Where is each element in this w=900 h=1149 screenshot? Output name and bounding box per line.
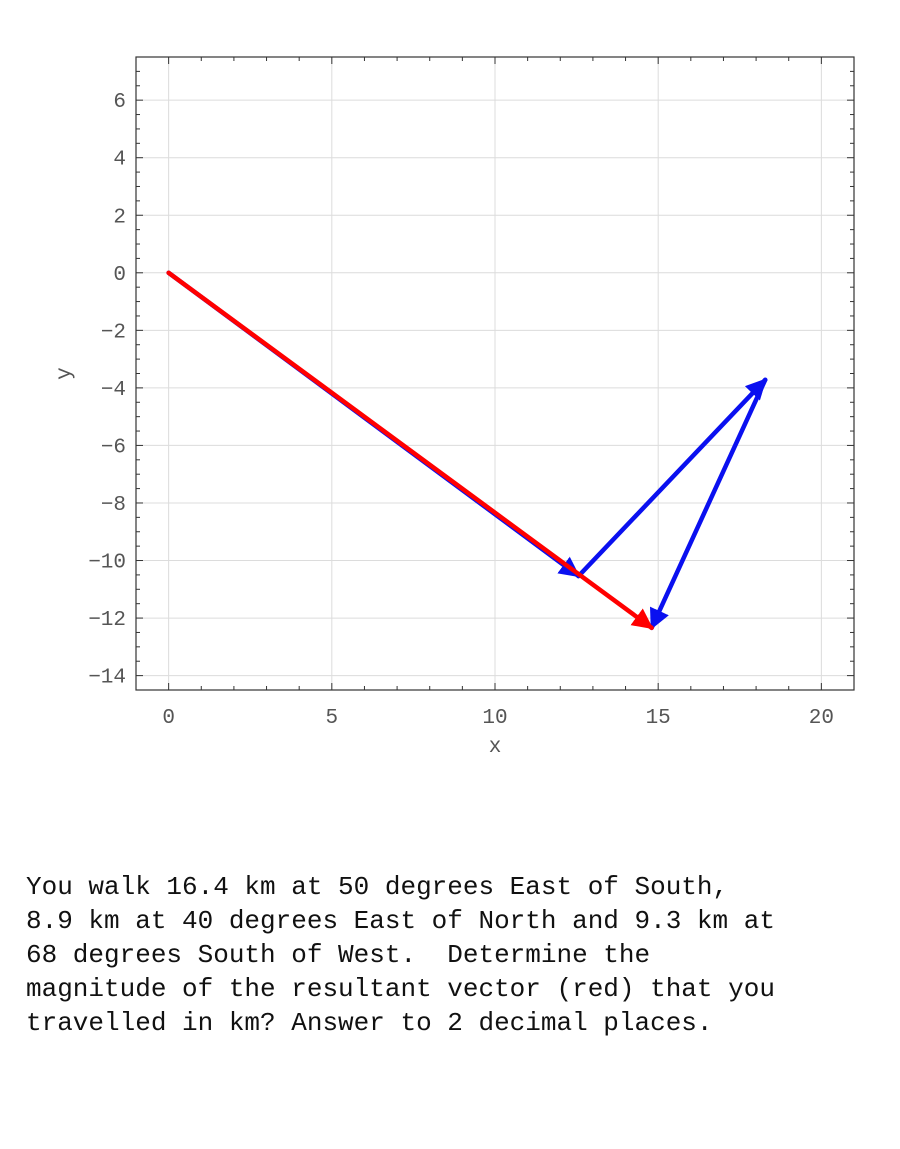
x-axis-label: x [489, 736, 502, 759]
question-line: 8.9 km at 40 degrees East of North and 9… [26, 906, 775, 936]
y-tick-label: −8 [101, 494, 126, 517]
resultant-vector [166, 270, 654, 631]
y-tick-label: −14 [88, 667, 126, 690]
y-tick-label: 6 [113, 91, 126, 114]
grid [136, 57, 854, 690]
displacement-vector-2 [576, 377, 768, 579]
x-tick-label: 20 [809, 707, 834, 730]
y-tick-label: 4 [113, 149, 126, 172]
x-tick-label: 0 [162, 707, 175, 730]
plot-frame [135, 56, 855, 691]
displacement-vector-3 [649, 377, 768, 631]
y-tick-label: −2 [101, 321, 126, 344]
y-tick-label: −12 [88, 609, 126, 632]
x-tick-label: 15 [646, 707, 671, 730]
y-tick-label: 0 [113, 264, 126, 287]
question-line: 68 degrees South of West. Determine the [26, 940, 651, 970]
x-tick-label: 5 [326, 707, 339, 730]
axis-ticks [135, 56, 855, 691]
y-tick-label: −6 [101, 436, 126, 459]
question-line: magnitude of the resultant vector (red) … [26, 974, 775, 1004]
y-tick-label: −4 [101, 379, 126, 402]
question-text: You walk 16.4 km at 50 degrees East of S… [26, 870, 886, 1040]
y-axis-label: y [54, 367, 77, 380]
y-tick-label: 2 [113, 206, 126, 229]
y-tick-label: −10 [88, 552, 126, 575]
x-tick-label: 10 [482, 707, 507, 730]
question-line: travelled in km? Answer to 2 decimal pla… [26, 1008, 713, 1038]
vectors [166, 270, 768, 631]
question-line: You walk 16.4 km at 50 degrees East of S… [26, 872, 729, 902]
